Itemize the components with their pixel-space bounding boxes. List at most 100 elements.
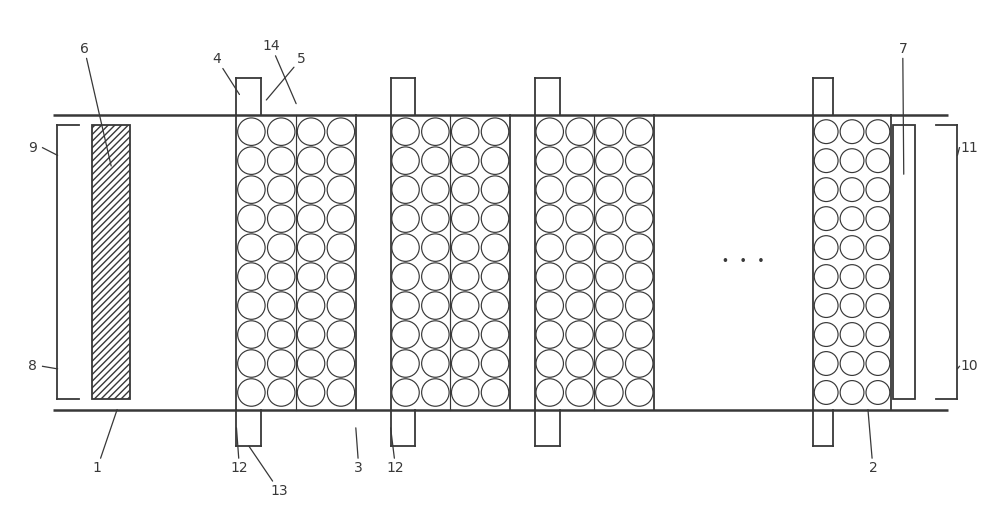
Ellipse shape — [596, 176, 623, 204]
Ellipse shape — [481, 321, 509, 348]
Ellipse shape — [267, 176, 295, 204]
Ellipse shape — [481, 234, 509, 261]
Bar — [893, 125, 915, 399]
Ellipse shape — [814, 236, 838, 260]
Ellipse shape — [625, 205, 653, 232]
Ellipse shape — [536, 350, 563, 377]
Ellipse shape — [267, 118, 295, 145]
Ellipse shape — [625, 147, 653, 174]
Ellipse shape — [625, 234, 653, 261]
Text: 12: 12 — [231, 428, 248, 475]
Ellipse shape — [536, 379, 563, 406]
Ellipse shape — [297, 350, 325, 377]
Ellipse shape — [481, 118, 509, 145]
Ellipse shape — [238, 263, 265, 290]
Ellipse shape — [814, 207, 838, 230]
Ellipse shape — [866, 236, 890, 260]
Ellipse shape — [238, 292, 265, 319]
Ellipse shape — [840, 380, 864, 405]
Ellipse shape — [327, 263, 355, 290]
Text: 1: 1 — [93, 410, 117, 475]
Ellipse shape — [814, 120, 838, 143]
Ellipse shape — [566, 147, 593, 174]
Ellipse shape — [596, 205, 623, 232]
Ellipse shape — [625, 263, 653, 290]
Ellipse shape — [814, 380, 838, 405]
Ellipse shape — [814, 149, 838, 173]
Ellipse shape — [481, 379, 509, 406]
Ellipse shape — [422, 205, 449, 232]
Ellipse shape — [536, 321, 563, 348]
Ellipse shape — [625, 176, 653, 204]
Ellipse shape — [451, 292, 479, 319]
Ellipse shape — [327, 118, 355, 145]
Ellipse shape — [536, 205, 563, 232]
Ellipse shape — [451, 234, 479, 261]
Ellipse shape — [625, 379, 653, 406]
Ellipse shape — [536, 292, 563, 319]
Ellipse shape — [451, 263, 479, 290]
Text: 11: 11 — [961, 141, 978, 155]
Ellipse shape — [596, 321, 623, 348]
Ellipse shape — [451, 205, 479, 232]
Ellipse shape — [392, 263, 419, 290]
Ellipse shape — [392, 118, 419, 145]
Ellipse shape — [625, 292, 653, 319]
Ellipse shape — [297, 147, 325, 174]
Ellipse shape — [422, 147, 449, 174]
Ellipse shape — [392, 176, 419, 204]
Ellipse shape — [866, 178, 890, 201]
Ellipse shape — [238, 350, 265, 377]
Ellipse shape — [814, 352, 838, 375]
Bar — [92, 125, 130, 399]
Ellipse shape — [481, 176, 509, 204]
Ellipse shape — [422, 350, 449, 377]
Ellipse shape — [840, 293, 864, 318]
Ellipse shape — [625, 321, 653, 348]
Text: 14: 14 — [262, 39, 296, 104]
Ellipse shape — [536, 234, 563, 261]
Ellipse shape — [536, 118, 563, 145]
Ellipse shape — [392, 147, 419, 174]
Text: 8: 8 — [28, 359, 37, 373]
Ellipse shape — [238, 321, 265, 348]
Ellipse shape — [422, 234, 449, 261]
Ellipse shape — [596, 118, 623, 145]
Ellipse shape — [327, 205, 355, 232]
Ellipse shape — [327, 379, 355, 406]
Ellipse shape — [392, 234, 419, 261]
Ellipse shape — [451, 350, 479, 377]
Ellipse shape — [422, 292, 449, 319]
Text: 9: 9 — [28, 141, 37, 155]
Text: 7: 7 — [898, 42, 907, 174]
Ellipse shape — [422, 321, 449, 348]
Ellipse shape — [297, 205, 325, 232]
Ellipse shape — [566, 263, 593, 290]
Ellipse shape — [814, 265, 838, 288]
Ellipse shape — [536, 176, 563, 204]
Ellipse shape — [866, 323, 890, 346]
Ellipse shape — [238, 379, 265, 406]
Ellipse shape — [596, 147, 623, 174]
Ellipse shape — [297, 263, 325, 290]
Ellipse shape — [840, 149, 864, 173]
Ellipse shape — [327, 234, 355, 261]
Ellipse shape — [297, 176, 325, 204]
Ellipse shape — [625, 350, 653, 377]
Ellipse shape — [814, 323, 838, 346]
Ellipse shape — [625, 118, 653, 145]
Ellipse shape — [267, 379, 295, 406]
Ellipse shape — [392, 321, 419, 348]
Ellipse shape — [566, 234, 593, 261]
Ellipse shape — [327, 292, 355, 319]
Ellipse shape — [596, 350, 623, 377]
Ellipse shape — [297, 118, 325, 145]
Ellipse shape — [840, 236, 864, 260]
Ellipse shape — [327, 321, 355, 348]
Ellipse shape — [451, 321, 479, 348]
Ellipse shape — [814, 293, 838, 318]
Ellipse shape — [566, 118, 593, 145]
Ellipse shape — [866, 265, 890, 288]
Ellipse shape — [814, 178, 838, 201]
Ellipse shape — [840, 120, 864, 143]
